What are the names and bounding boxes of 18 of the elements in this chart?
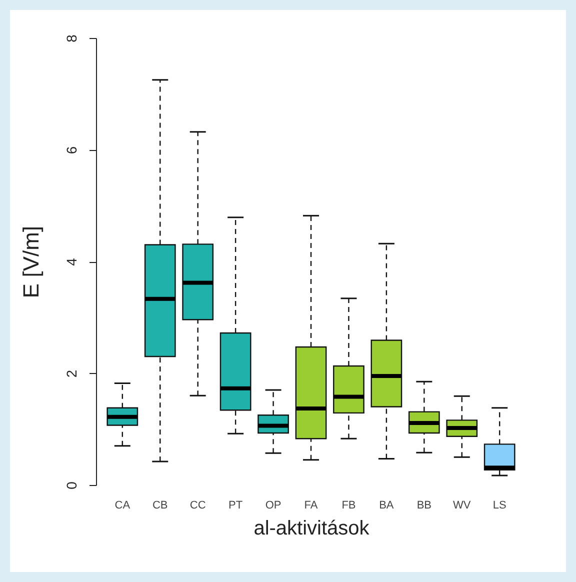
y-tick-label: 6 — [64, 146, 80, 154]
x-tick-label: PT — [228, 500, 243, 512]
x-tick-label: CC — [190, 500, 206, 512]
x-tick-label: BB — [416, 500, 432, 512]
x-tick-label: CB — [152, 500, 168, 512]
x-tick-label: OP — [265, 500, 282, 512]
x-tick-label: CA — [114, 500, 131, 512]
y-tick-label: 4 — [64, 258, 80, 266]
y-axis-title: E [V/m] — [18, 226, 44, 298]
x-tick-label: FA — [304, 500, 318, 512]
x-axis-title: al-aktivitások — [254, 518, 370, 540]
x-tick-label: FB — [342, 500, 356, 512]
x-tick-label: WV — [453, 500, 472, 512]
y-tick-label: 8 — [64, 34, 80, 42]
x-tick-label: LS — [492, 500, 506, 512]
y-tick-label: 2 — [64, 370, 80, 378]
x-tick-label: BA — [379, 500, 394, 512]
y-tick-label: 0 — [64, 481, 80, 490]
